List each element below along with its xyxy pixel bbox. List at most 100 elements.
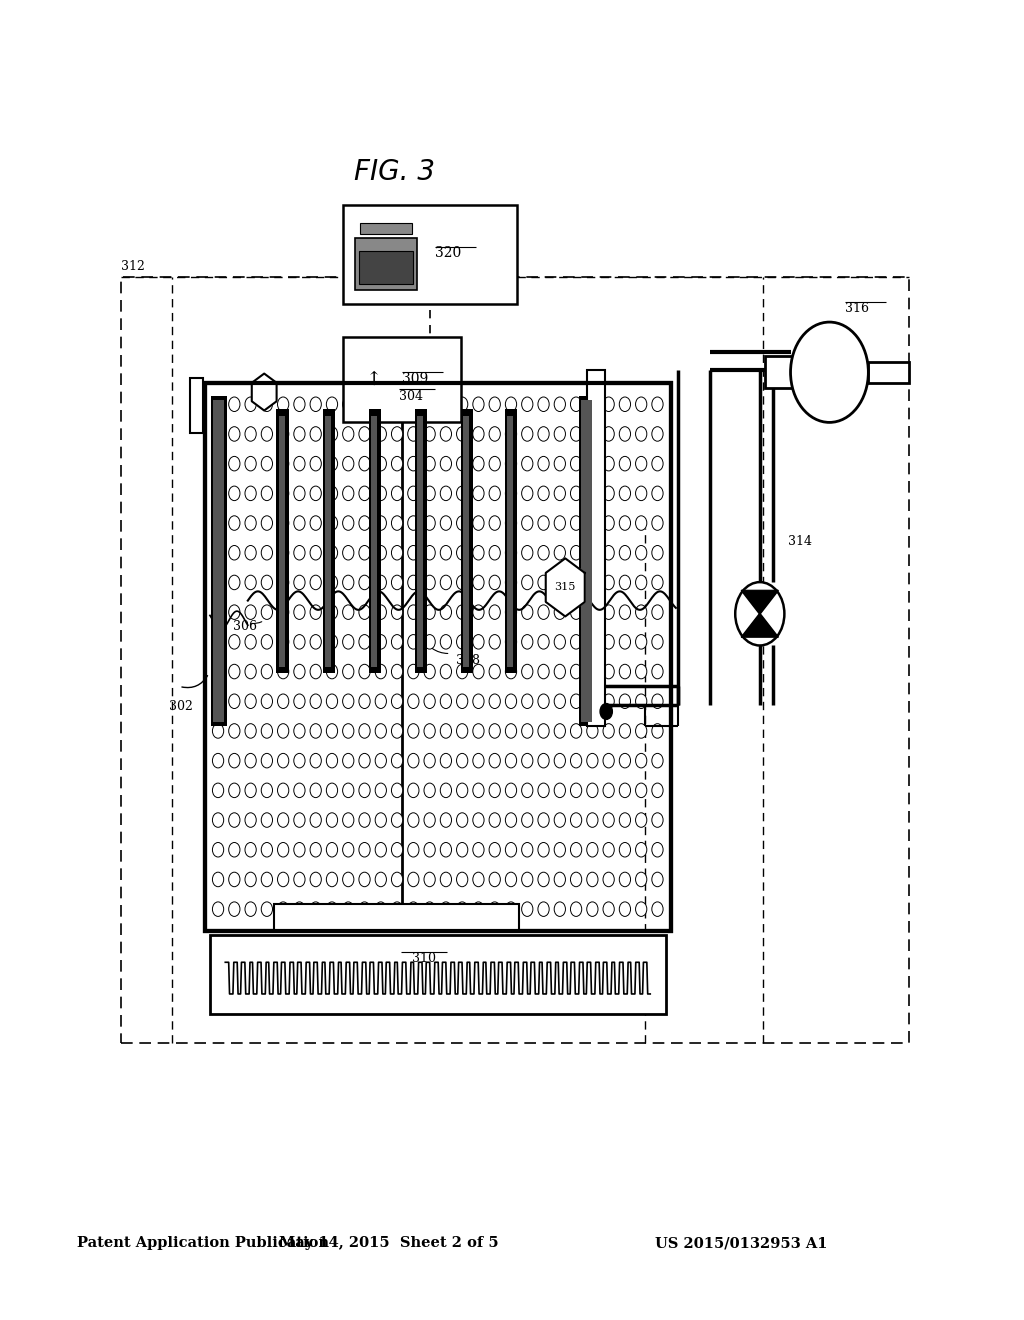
Circle shape: [408, 842, 419, 857]
Circle shape: [343, 635, 354, 649]
Circle shape: [424, 545, 435, 560]
Bar: [415, 409, 427, 673]
Circle shape: [375, 694, 386, 709]
Circle shape: [636, 694, 647, 709]
Circle shape: [408, 694, 419, 709]
Circle shape: [408, 426, 419, 441]
Circle shape: [570, 486, 582, 500]
Circle shape: [587, 545, 598, 560]
Circle shape: [603, 545, 614, 560]
Circle shape: [440, 457, 452, 471]
Circle shape: [343, 605, 354, 619]
Circle shape: [473, 754, 484, 768]
Circle shape: [245, 486, 256, 500]
Circle shape: [245, 723, 256, 738]
Circle shape: [245, 664, 256, 678]
Circle shape: [652, 873, 664, 887]
Circle shape: [343, 545, 354, 560]
Circle shape: [343, 576, 354, 590]
Circle shape: [554, 426, 565, 441]
Circle shape: [538, 902, 549, 916]
Circle shape: [212, 486, 223, 500]
Circle shape: [261, 426, 272, 441]
Circle shape: [440, 576, 452, 590]
Circle shape: [489, 754, 501, 768]
Circle shape: [358, 426, 370, 441]
Circle shape: [424, 783, 435, 797]
Circle shape: [212, 842, 223, 857]
Circle shape: [554, 694, 565, 709]
Circle shape: [457, 723, 468, 738]
Circle shape: [587, 397, 598, 412]
Circle shape: [358, 545, 370, 560]
Circle shape: [245, 813, 256, 828]
Circle shape: [391, 694, 402, 709]
Circle shape: [343, 723, 354, 738]
Text: ↕: ↕: [366, 371, 382, 388]
Circle shape: [228, 664, 240, 678]
Circle shape: [538, 873, 549, 887]
Circle shape: [457, 426, 468, 441]
Circle shape: [294, 902, 305, 916]
Circle shape: [278, 457, 289, 471]
Circle shape: [620, 426, 631, 441]
Circle shape: [358, 576, 370, 590]
Circle shape: [521, 545, 532, 560]
Circle shape: [327, 842, 338, 857]
Circle shape: [212, 605, 223, 619]
Circle shape: [603, 664, 614, 678]
Circle shape: [424, 723, 435, 738]
Circle shape: [473, 426, 484, 441]
Circle shape: [424, 576, 435, 590]
Circle shape: [620, 605, 631, 619]
Polygon shape: [546, 558, 585, 616]
Circle shape: [278, 723, 289, 738]
Bar: [205, 383, 671, 931]
Circle shape: [473, 664, 484, 678]
Circle shape: [652, 545, 664, 560]
Circle shape: [603, 605, 614, 619]
Circle shape: [327, 397, 338, 412]
Circle shape: [327, 576, 338, 590]
Circle shape: [261, 754, 272, 768]
Circle shape: [375, 397, 386, 412]
Circle shape: [424, 516, 435, 531]
Circle shape: [603, 754, 614, 768]
Circle shape: [570, 426, 582, 441]
Circle shape: [554, 754, 565, 768]
Circle shape: [375, 545, 386, 560]
Circle shape: [457, 902, 468, 916]
Circle shape: [408, 902, 419, 916]
Circle shape: [620, 397, 631, 412]
Text: 302: 302: [169, 700, 193, 713]
Circle shape: [521, 723, 532, 738]
Circle shape: [636, 813, 647, 828]
Bar: [211, 396, 227, 726]
Circle shape: [245, 457, 256, 471]
Circle shape: [228, 842, 240, 857]
Circle shape: [652, 576, 664, 590]
Circle shape: [424, 426, 435, 441]
Circle shape: [391, 516, 402, 531]
Circle shape: [603, 457, 614, 471]
Circle shape: [294, 516, 305, 531]
Circle shape: [212, 516, 223, 531]
Circle shape: [587, 873, 598, 887]
Bar: [343, 337, 461, 422]
Circle shape: [620, 813, 631, 828]
Circle shape: [343, 516, 354, 531]
Circle shape: [343, 457, 354, 471]
Circle shape: [554, 576, 565, 590]
Circle shape: [278, 694, 289, 709]
Circle shape: [228, 873, 240, 887]
Circle shape: [554, 397, 565, 412]
Circle shape: [506, 457, 517, 471]
Circle shape: [457, 457, 468, 471]
Circle shape: [538, 486, 549, 500]
Circle shape: [391, 873, 402, 887]
Circle shape: [489, 605, 501, 619]
Circle shape: [278, 516, 289, 531]
Circle shape: [391, 813, 402, 828]
Circle shape: [489, 426, 501, 441]
Circle shape: [636, 605, 647, 619]
